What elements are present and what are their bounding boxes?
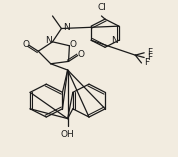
- Text: OH: OH: [61, 130, 75, 139]
- Text: N: N: [112, 36, 118, 45]
- Text: O: O: [22, 40, 29, 49]
- Text: F: F: [144, 58, 149, 68]
- Text: N: N: [45, 36, 51, 45]
- Text: O: O: [77, 50, 85, 59]
- Text: F: F: [147, 53, 152, 62]
- Text: Cl: Cl: [98, 3, 107, 12]
- Text: N: N: [63, 23, 70, 32]
- Text: O: O: [70, 41, 77, 49]
- Text: F: F: [147, 48, 152, 57]
